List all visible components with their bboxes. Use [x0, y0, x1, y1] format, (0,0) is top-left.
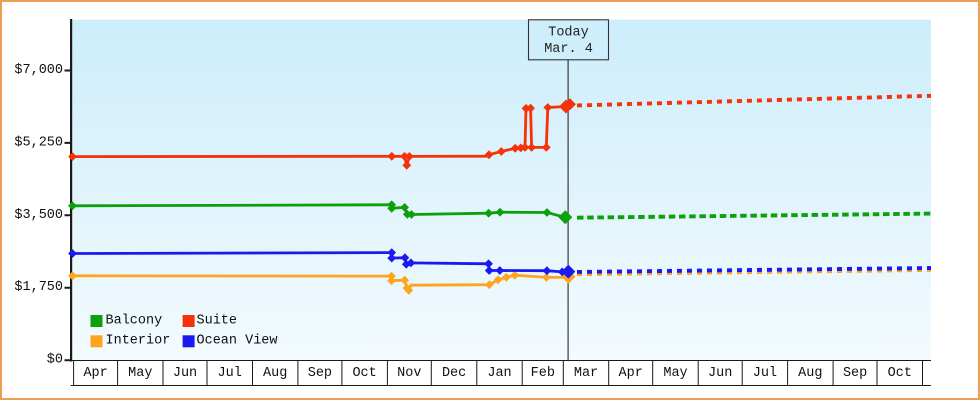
svg-text:$3,500: $3,500	[14, 208, 63, 223]
svg-text:$1,750: $1,750	[14, 280, 63, 295]
svg-text:Interior: Interior	[106, 334, 171, 349]
svg-text:Suite: Suite	[197, 313, 238, 328]
svg-text:Mar. 4: Mar. 4	[544, 42, 593, 57]
svg-text:Jan: Jan	[487, 366, 511, 381]
svg-text:Nov: Nov	[397, 366, 421, 381]
svg-text:$7,000: $7,000	[14, 63, 63, 78]
svg-text:Apr: Apr	[83, 366, 107, 381]
svg-text:Sep: Sep	[843, 366, 867, 381]
svg-text:Balcony: Balcony	[106, 313, 163, 328]
svg-text:Jul: Jul	[218, 366, 242, 381]
svg-text:Oct: Oct	[888, 366, 912, 381]
svg-text:Aug: Aug	[263, 366, 287, 381]
svg-text:$0: $0	[47, 353, 63, 368]
svg-text:May: May	[128, 366, 152, 381]
svg-text:Apr: Apr	[619, 366, 643, 381]
svg-text:May: May	[663, 366, 687, 381]
svg-text:Dec: Dec	[442, 366, 466, 381]
svg-text:Ocean View: Ocean View	[197, 334, 278, 349]
svg-text:Aug: Aug	[798, 366, 822, 381]
svg-text:Jun: Jun	[173, 366, 197, 381]
svg-text:Today: Today	[548, 26, 589, 41]
svg-text:Oct: Oct	[352, 366, 376, 381]
svg-text:Jun: Jun	[708, 366, 732, 381]
svg-text:Mar: Mar	[574, 366, 598, 381]
svg-text:Sep: Sep	[308, 366, 332, 381]
svg-text:Jul: Jul	[753, 366, 777, 381]
svg-text:$5,250: $5,250	[14, 135, 63, 150]
svg-text:Feb: Feb	[531, 366, 555, 381]
